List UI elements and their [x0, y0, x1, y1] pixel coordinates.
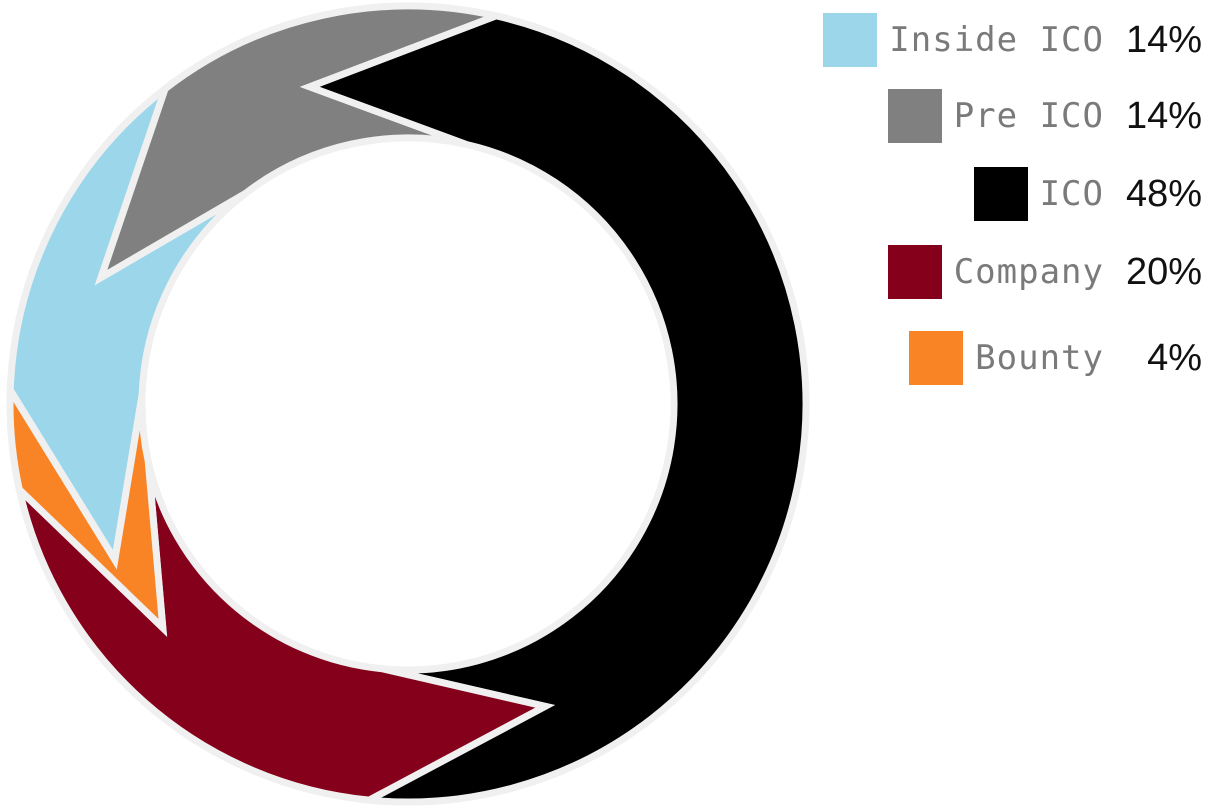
legend-label: Pre ICO	[953, 96, 1104, 136]
legend-label: Company	[953, 252, 1104, 292]
donut-chart	[6, 2, 810, 806]
legend-item-ico: ICO 48%	[973, 166, 1202, 222]
legend-swatch-ico	[973, 167, 1028, 221]
legend-swatch-company	[887, 245, 942, 299]
legend-item-company: Company 20%	[887, 244, 1202, 300]
legend-value: 14%	[1125, 94, 1202, 137]
legend-value: 48%	[1125, 172, 1202, 215]
donut-slice-ico	[299, 12, 810, 806]
legend-label: ICO	[1039, 174, 1104, 214]
legend-label: Bounty	[975, 338, 1104, 378]
legend-item-pre-ico: Pre ICO 14%	[887, 88, 1202, 144]
legend-label: Inside ICO	[889, 20, 1104, 60]
legend-value: 4%	[1147, 336, 1202, 379]
legend-swatch-inside-ico	[823, 13, 878, 67]
legend-item-bounty: Bounty 4%	[909, 330, 1202, 386]
legend-swatch-bounty	[909, 331, 964, 385]
legend-value: 20%	[1125, 250, 1202, 293]
legend-value: 14%	[1125, 18, 1202, 61]
donut-slice-bounty	[6, 378, 168, 637]
legend-swatch-pre-ico	[887, 89, 942, 143]
legend-item-inside-ico: Inside ICO 14%	[823, 12, 1202, 68]
